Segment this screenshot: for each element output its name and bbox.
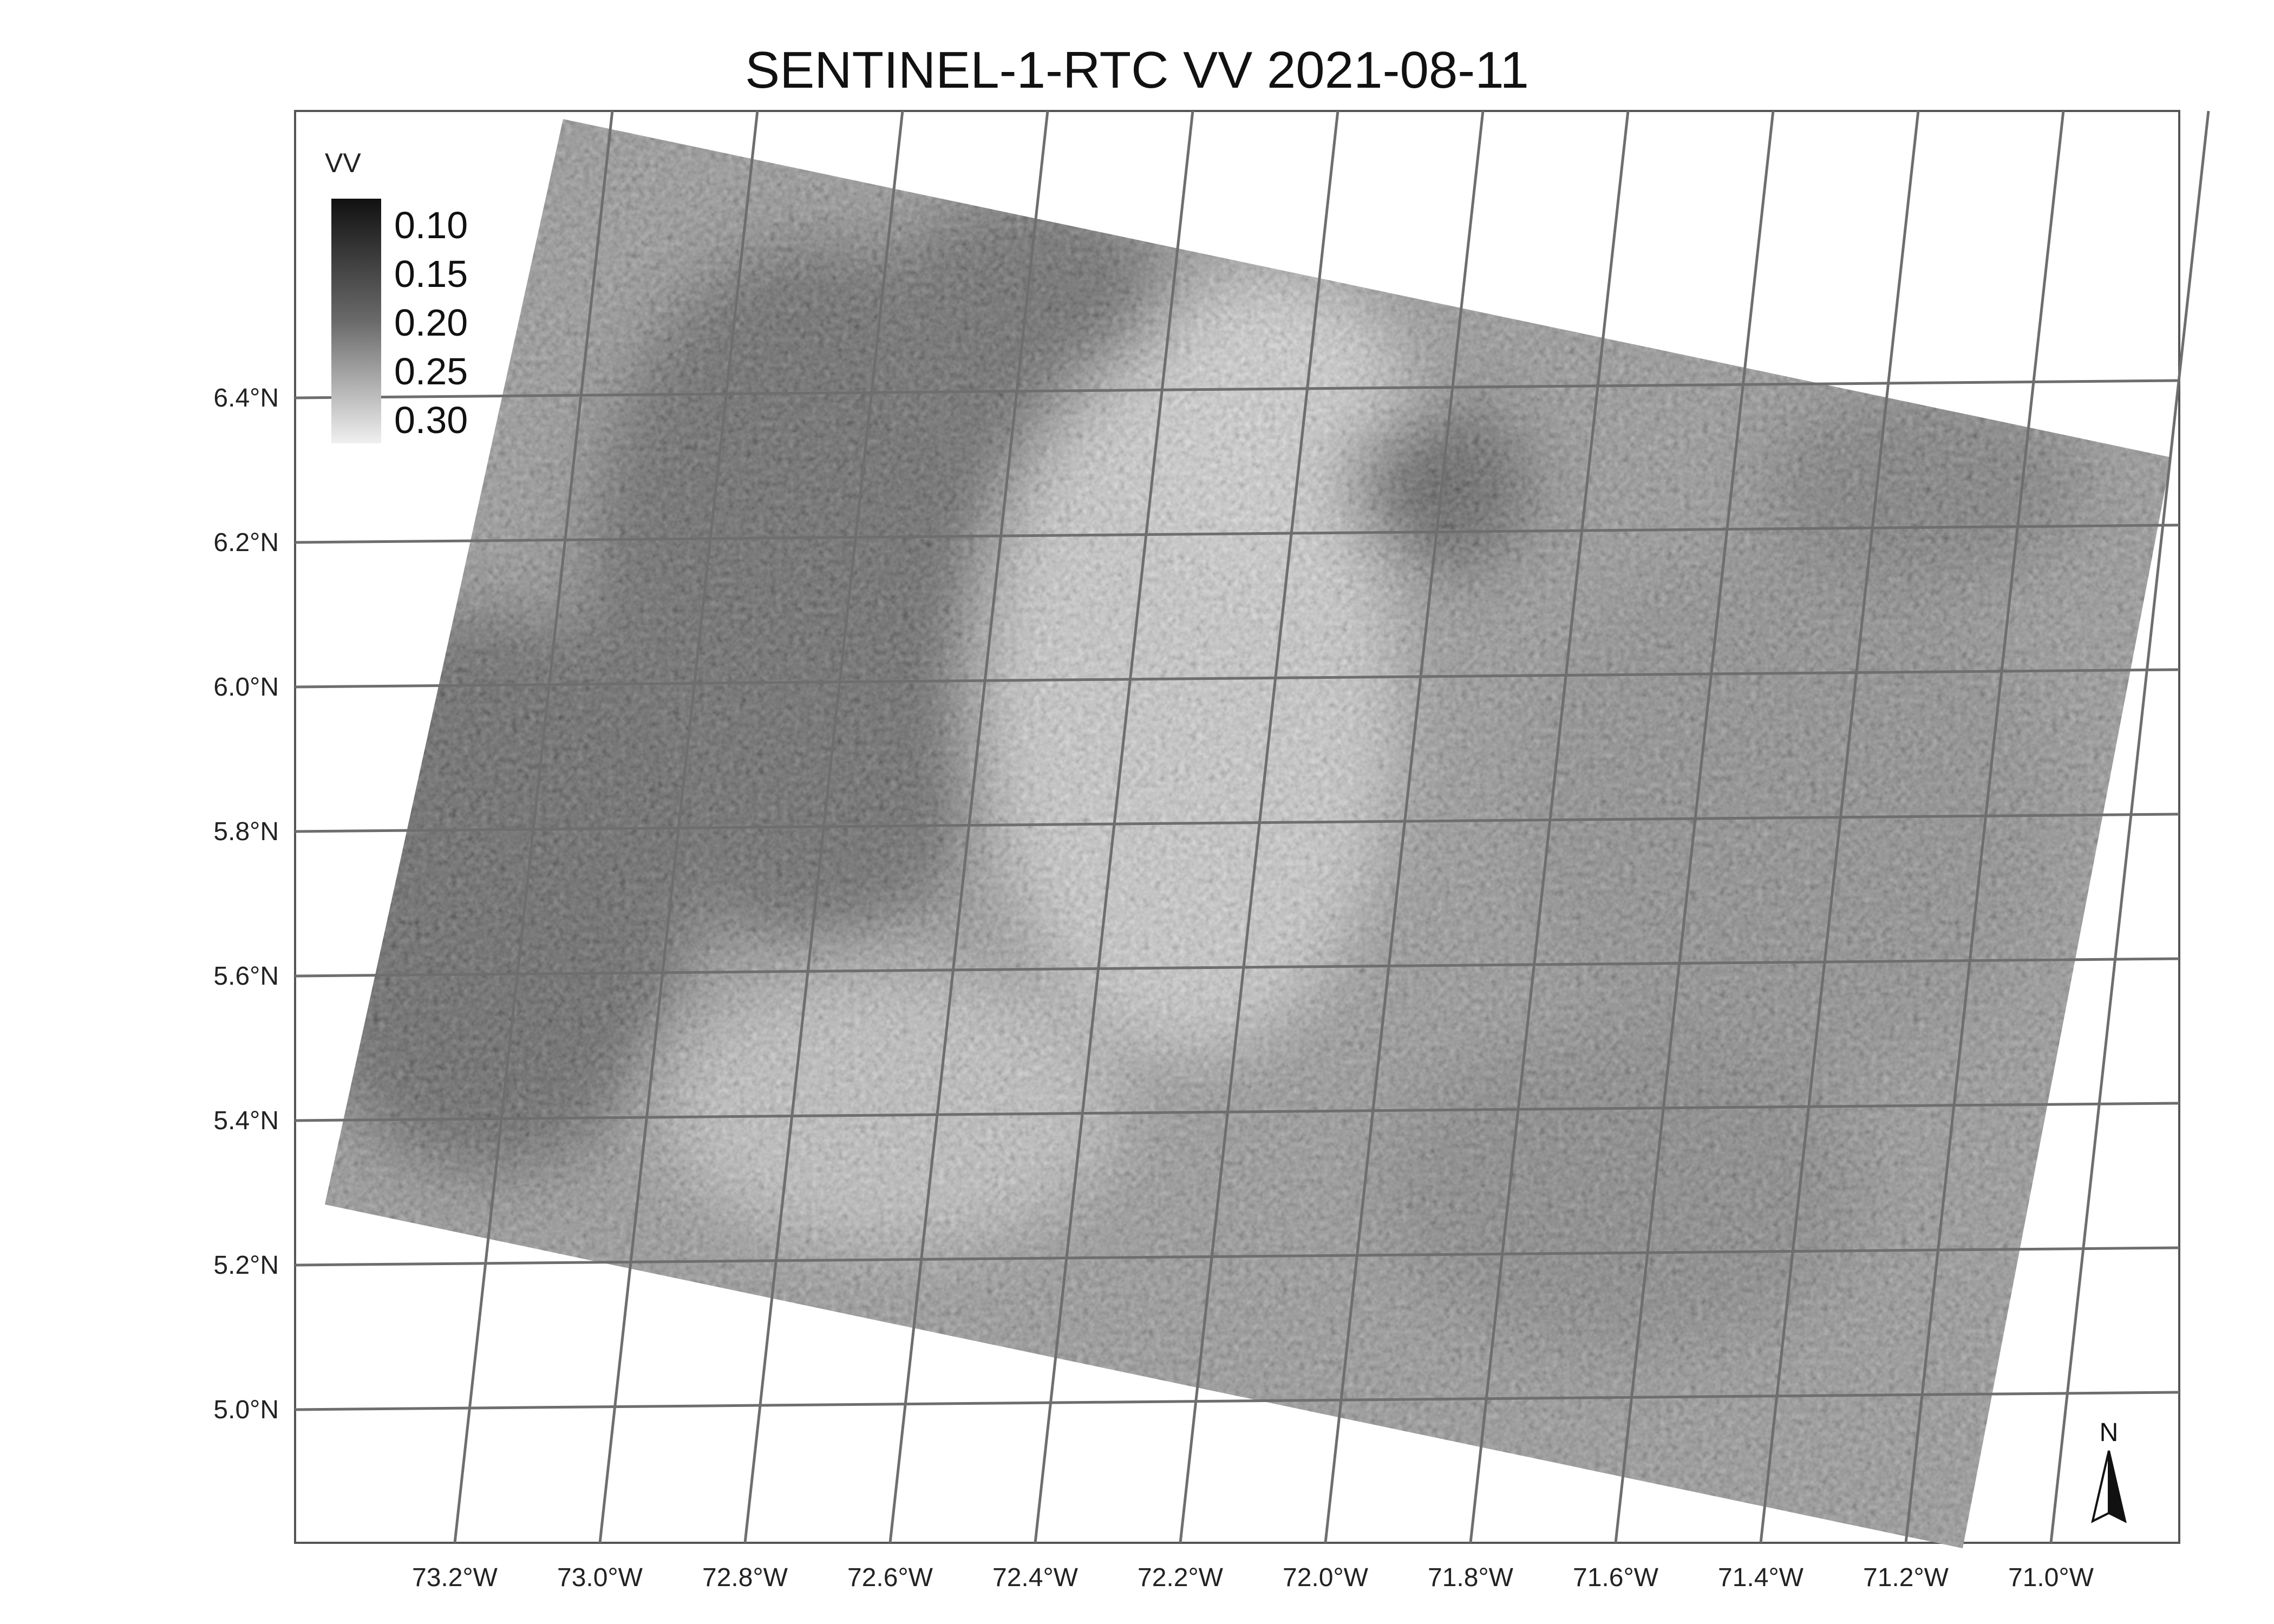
- parallel-line: [295, 1246, 2180, 1267]
- meridian-line: [1614, 110, 1775, 1543]
- legend-label: 0.25: [394, 350, 468, 392]
- latitude-tick-label: 6.0°N: [213, 673, 279, 702]
- parallel-line: [295, 379, 2180, 400]
- latitude-tick-label: 6.4°N: [213, 384, 279, 412]
- longitude-tick-label: 71.4°W: [1718, 1563, 1804, 1592]
- latitude-tick-label: 5.2°N: [213, 1251, 279, 1280]
- legend-label: 0.10: [394, 204, 468, 246]
- longitude-tick-label: 72.0°W: [1283, 1563, 1369, 1592]
- map-panel: [294, 110, 2180, 1544]
- legend-title: VV: [325, 148, 361, 178]
- parallel-line: [295, 813, 2180, 833]
- legend-colorbar: [331, 199, 381, 443]
- latitude-tick-label: 5.4°N: [213, 1106, 279, 1135]
- map-title: SENTINEL-1-RTC VV 2021-08-11: [745, 41, 1529, 99]
- parallel-line: [295, 1102, 2180, 1122]
- longitude-tick-label: 71.0°W: [2008, 1563, 2094, 1592]
- latitude-tick-label: 5.0°N: [213, 1396, 279, 1424]
- meridian-line: [1904, 110, 2065, 1543]
- longitude-tick-label: 72.2°W: [1138, 1563, 1224, 1592]
- parallel-line: [295, 523, 2180, 544]
- meridian-line: [1324, 110, 1485, 1543]
- longitude-tick-label: 71.2°W: [1863, 1563, 1949, 1592]
- longitude-tick-label: 72.8°W: [702, 1563, 788, 1592]
- north-arrow-icon: [2091, 1450, 2127, 1523]
- meridian-line: [2049, 110, 2210, 1543]
- sar-raster: [325, 119, 2171, 1548]
- parallel-line: [295, 668, 2180, 689]
- legend: VV 0.10 0.15 0.20 0.25 0.30: [325, 148, 468, 443]
- longitude-tick-label: 73.0°W: [557, 1563, 643, 1592]
- parallel-line: [295, 1391, 2180, 1411]
- meridian-line: [453, 110, 614, 1543]
- latitude-tick-label: 6.2°N: [213, 528, 279, 557]
- graticule: [295, 110, 2210, 1543]
- longitude-tick-label: 71.6°W: [1573, 1563, 1659, 1592]
- longitude-tick-label: 71.8°W: [1428, 1563, 1514, 1592]
- legend-label: 0.20: [394, 302, 468, 344]
- meridian-line: [1469, 110, 1630, 1543]
- legend-label: 0.15: [394, 253, 468, 295]
- latitude-tick-label: 5.8°N: [213, 817, 279, 846]
- longitude-axis: 73.2°W 73.0°W 72.8°W 72.6°W 72.4°W 72.2°W 72.0…: [412, 1563, 2094, 1592]
- meridian-line: [1179, 110, 1339, 1543]
- north-arrow: N: [2091, 1418, 2127, 1523]
- meridian-line: [1759, 110, 1920, 1543]
- parallel-line: [295, 957, 2180, 978]
- meridian-line: [1034, 110, 1194, 1543]
- north-label: N: [2100, 1418, 2119, 1447]
- meridian-line: [888, 110, 1049, 1543]
- latitude-tick-label: 5.6°N: [213, 962, 279, 991]
- longitude-tick-label: 73.2°W: [412, 1563, 498, 1592]
- latitude-axis: 6.4°N 6.2°N 6.0°N 5.8°N 5.6°N 5.4°N 5.2°N 5.0°N: [213, 384, 279, 1424]
- longitude-tick-label: 72.6°W: [847, 1563, 933, 1592]
- legend-label: 0.30: [394, 399, 468, 441]
- longitude-tick-label: 72.4°W: [992, 1563, 1079, 1592]
